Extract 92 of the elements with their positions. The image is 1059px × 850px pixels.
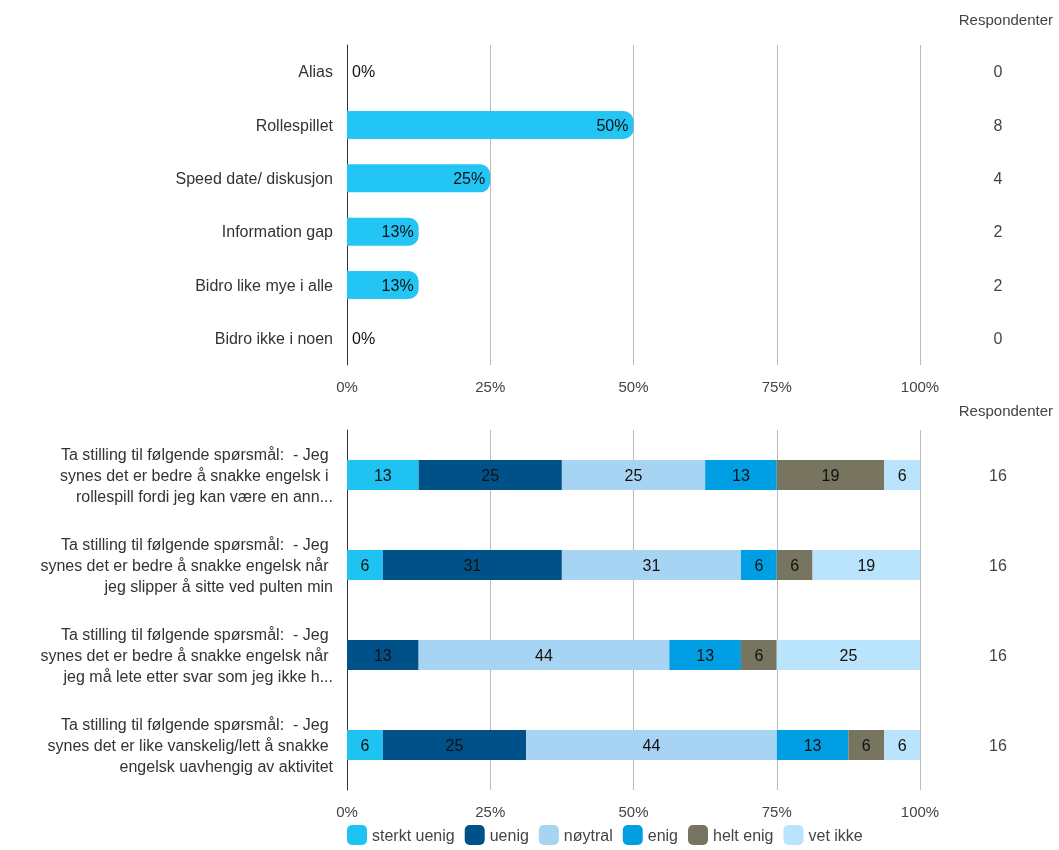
bar [347,111,634,139]
bar [776,460,885,490]
legend-label: sterkt uenig [372,826,455,844]
text: 16 [989,556,1007,574]
text: 0 [993,329,1003,347]
data-label: 13% [381,223,414,241]
data-label: 25 [624,466,643,484]
data-label: 25 [481,466,500,484]
data-label: 13 [732,466,750,484]
data-label: 0% [352,329,376,347]
legend-label: enig [647,826,679,844]
data-label: 19 [821,466,840,484]
data-label: 44 [535,646,553,664]
bar [347,164,491,193]
bar [561,460,706,490]
legend-label: uenig [489,826,529,844]
text: 2 [993,276,1003,294]
data-label: 6 [897,466,907,484]
data-label: 19 [857,556,876,574]
bar [740,640,777,670]
y-tick-label: Bidro like mye i alle [195,276,334,294]
text: 0 [993,63,1003,81]
data-label: 6 [790,556,800,574]
bar [561,550,741,580]
x-tick-label: 75% [761,378,792,395]
bar [382,730,527,760]
x-tick-label: 25% [475,378,506,395]
bar [418,640,670,670]
legend-label: nøytral [563,826,613,844]
bar [347,730,383,760]
y-tick-label: Rollespillet [255,116,334,134]
data-label: 44 [642,736,661,754]
data-label: 6 [754,556,764,574]
data-label: 31 [642,556,661,574]
text: 4 [993,169,1003,187]
bar [776,640,920,670]
data-label: 13% [381,276,414,294]
data-label: 13 [803,736,822,754]
x-tick-label: 50% [618,378,649,395]
legend-label: helt enig [713,826,774,844]
text: Respondenter [958,402,1053,419]
bar [382,550,562,580]
data-label: 25% [453,169,486,187]
y-tick-label: Alias [298,63,333,81]
data-label: 6 [861,736,871,754]
bar [740,550,777,580]
x-tick-label: 0% [336,378,358,395]
data-label: 13 [696,646,715,664]
text: 16 [989,646,1007,664]
bar [418,460,562,490]
bar [526,730,777,760]
text: 16 [989,736,1007,754]
data-label: 6 [360,556,370,574]
bar [884,730,920,760]
text: Respondenter [958,11,1053,28]
legend-label: vet ikke [808,826,863,844]
bar [776,550,813,580]
bar [347,460,419,490]
data-label: 13 [373,646,392,664]
bar [776,730,849,760]
text: 16 [989,466,1007,484]
data-label: 13 [373,466,392,484]
data-label: 6 [897,736,907,754]
data-label: 0% [352,63,376,81]
data-label: 25 [839,646,858,664]
data-label: 50% [596,116,629,134]
bar [347,550,383,580]
bar [848,730,885,760]
y-tick-label: Speed date/ diskusjon [175,169,333,187]
bar [705,460,777,490]
x-tick-label: 100% [900,803,940,820]
data-label: 6 [754,646,764,664]
y-tick-label: Bidro ikke i noen [214,329,333,347]
data-label: 25 [445,736,464,754]
x-tick-label: 50% [618,803,649,820]
y-tick-label: Ta stilling til følgende spørsmål: - Jeg synes det er bedre å snakke engelsk når jeg må lete etter svar som jeg ikke h... [40,625,333,685]
y-tick-label: Ta stilling til følgende spørsmål: - Jeg synes det er like vanskelig/lett å snakke engelsk uavhengig av aktivitet [47,715,334,775]
y-tick-label: Information gap [221,223,334,241]
bar [669,640,741,670]
x-tick-label: 0% [336,803,358,820]
x-tick-label: 75% [761,803,792,820]
data-label: 6 [360,736,370,754]
y-tick-label: Ta stilling til følgende spørsmål: - Jeg synes det er bedre å snakke engelsk i rollespill fordi jeg kan være en ann... [59,445,333,505]
bar [884,460,920,490]
bar [812,550,920,580]
text: 2 [993,223,1003,241]
data-label: 31 [463,556,482,574]
text: 8 [993,116,1003,134]
x-tick-label: 25% [475,803,506,820]
bar [347,640,419,670]
x-tick-label: 100% [900,378,940,395]
y-tick-label: Ta stilling til følgende spørsmål: - Jeg synes det er bedre å snakke engelsk når jeg slipper å sitte ved pulten min [40,535,333,595]
